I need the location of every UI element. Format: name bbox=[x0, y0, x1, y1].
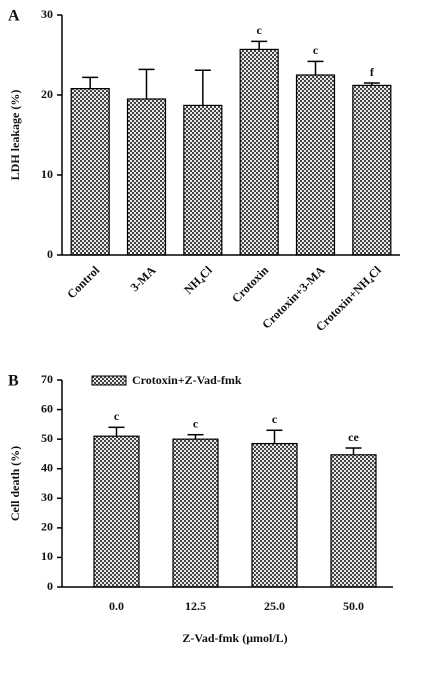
bar bbox=[172, 438, 219, 588]
x-tick-label: 25.0 bbox=[264, 599, 285, 613]
bar-label: c bbox=[257, 23, 263, 37]
x-tick-label: 50.0 bbox=[343, 599, 364, 613]
y-tick-label: 20 bbox=[41, 520, 53, 534]
x-tick-label: Control bbox=[64, 263, 102, 301]
bar bbox=[183, 104, 223, 256]
y-tick-label: 0 bbox=[47, 579, 53, 593]
bar bbox=[70, 87, 110, 256]
bar-label: c bbox=[272, 412, 278, 426]
y-tick-label: 30 bbox=[41, 490, 53, 504]
bar bbox=[352, 84, 392, 256]
bar-label: c bbox=[313, 43, 319, 57]
panel-label: A bbox=[8, 8, 20, 25]
bar bbox=[330, 454, 377, 588]
y-tick-label: 60 bbox=[41, 401, 53, 415]
y-tick-label: 10 bbox=[41, 167, 53, 181]
y-tick-label: 50 bbox=[41, 431, 53, 445]
bar-label: c bbox=[193, 416, 199, 430]
bar bbox=[93, 435, 140, 588]
panel-label: B bbox=[8, 373, 19, 390]
x-tick-label: 3-MA bbox=[127, 263, 158, 294]
y-tick-label: 0 bbox=[47, 247, 53, 261]
x-axis-label: Z-Vad-fmk (μmol/L) bbox=[182, 631, 287, 645]
x-tick-label: NH₄Cl bbox=[181, 263, 215, 297]
bar-label: ce bbox=[348, 430, 359, 444]
y-tick-label: 70 bbox=[41, 372, 53, 386]
y-tick-label: 40 bbox=[41, 460, 53, 474]
x-tick-label: 12.5 bbox=[185, 599, 206, 613]
legend-label: Crotoxin+Z-Vad-fmk bbox=[132, 373, 242, 387]
x-tick-label: Crotoxin bbox=[229, 263, 272, 306]
y-tick-label: 30 bbox=[41, 7, 53, 21]
legend-swatch bbox=[91, 375, 127, 386]
bar-label: c bbox=[114, 409, 120, 423]
x-tick-label: 0.0 bbox=[109, 599, 124, 613]
bar bbox=[239, 48, 279, 256]
bar bbox=[295, 74, 336, 256]
y-tick-label: 20 bbox=[41, 87, 53, 101]
bar bbox=[251, 442, 298, 588]
bar bbox=[126, 98, 167, 256]
bar-label: f bbox=[370, 65, 375, 79]
y-axis-label: Cell death (%) bbox=[8, 446, 22, 521]
y-tick-label: 10 bbox=[41, 549, 53, 563]
y-axis-label: LDH leakage (%) bbox=[8, 90, 22, 181]
